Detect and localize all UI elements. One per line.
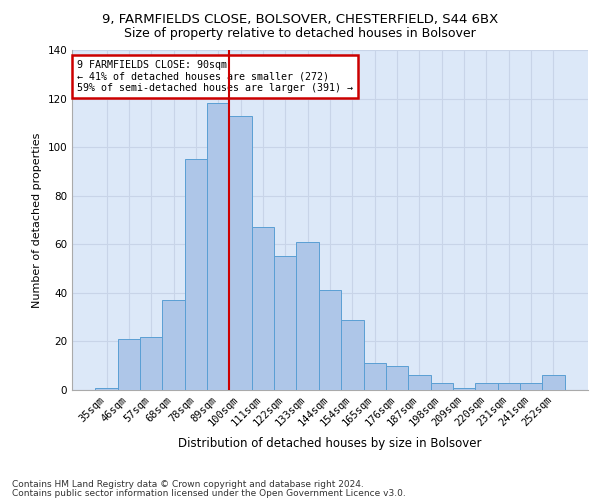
Bar <box>386 366 408 390</box>
Bar <box>319 290 341 390</box>
Bar <box>118 339 140 390</box>
Bar <box>453 388 475 390</box>
Bar <box>542 376 565 390</box>
Bar <box>229 116 252 390</box>
Text: Contains public sector information licensed under the Open Government Licence v3: Contains public sector information licen… <box>12 488 406 498</box>
Bar <box>296 242 319 390</box>
Text: 9, FARMFIELDS CLOSE, BOLSOVER, CHESTERFIELD, S44 6BX: 9, FARMFIELDS CLOSE, BOLSOVER, CHESTERFI… <box>102 12 498 26</box>
Bar <box>408 376 431 390</box>
Bar <box>95 388 118 390</box>
Bar <box>140 336 163 390</box>
Bar <box>364 364 386 390</box>
Bar <box>274 256 296 390</box>
Bar <box>475 382 497 390</box>
Text: Size of property relative to detached houses in Bolsover: Size of property relative to detached ho… <box>124 28 476 40</box>
Bar <box>341 320 364 390</box>
Bar <box>520 382 542 390</box>
Bar <box>431 382 453 390</box>
Bar <box>252 228 274 390</box>
Bar <box>207 104 229 390</box>
Bar <box>497 382 520 390</box>
Text: Contains HM Land Registry data © Crown copyright and database right 2024.: Contains HM Land Registry data © Crown c… <box>12 480 364 489</box>
Bar <box>163 300 185 390</box>
Y-axis label: Number of detached properties: Number of detached properties <box>32 132 42 308</box>
Bar <box>185 160 207 390</box>
Text: Distribution of detached houses by size in Bolsover: Distribution of detached houses by size … <box>178 438 482 450</box>
Text: 9 FARMFIELDS CLOSE: 90sqm
← 41% of detached houses are smaller (272)
59% of semi: 9 FARMFIELDS CLOSE: 90sqm ← 41% of detac… <box>77 60 353 94</box>
